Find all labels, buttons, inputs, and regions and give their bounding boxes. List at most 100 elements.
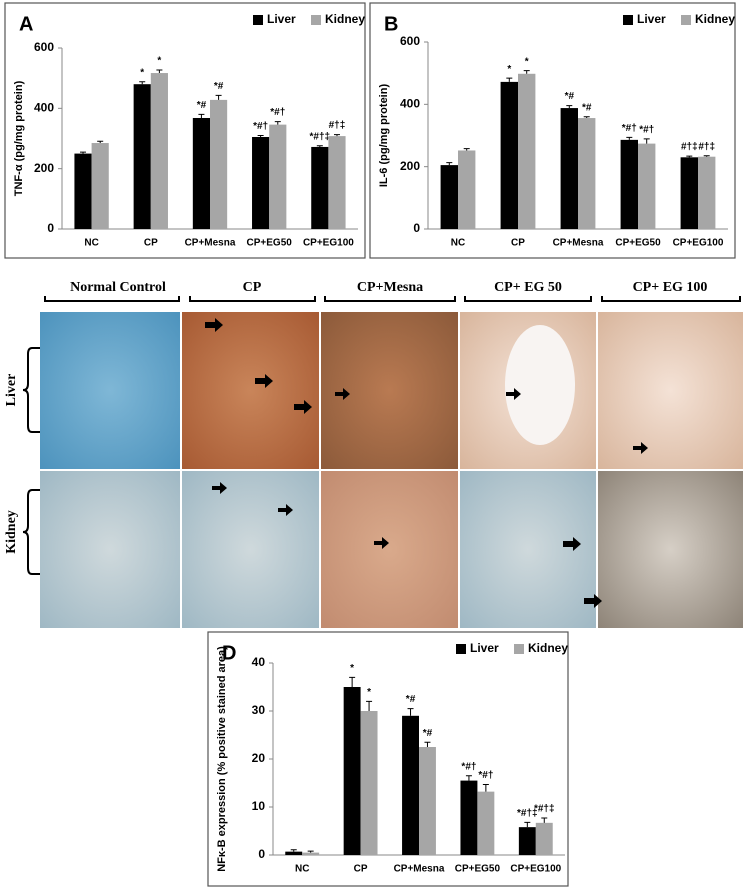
bar (535, 822, 553, 855)
significance-label: *#†‡ (517, 808, 538, 819)
significance-label: * (525, 56, 529, 67)
error-bar (703, 155, 710, 157)
error-bar (156, 69, 163, 74)
bar (252, 136, 270, 229)
significance-label: * (507, 64, 511, 75)
bar (440, 165, 458, 229)
bar (285, 851, 303, 855)
bar (698, 156, 716, 229)
significance-label: *#† (270, 107, 285, 118)
legend-label: Liver (267, 12, 296, 26)
significance-label: *#† (622, 123, 637, 134)
significance-label: #†‡ (681, 142, 698, 153)
y-tick-label: 40 (252, 655, 266, 669)
y-axis-label: IL-6 (pg/mg protein) (378, 84, 390, 188)
y-tick-label: 200 (34, 161, 54, 175)
error-bar (139, 81, 146, 85)
row-brace (22, 347, 40, 575)
x-tick-label: CP+EG50 (247, 238, 293, 249)
significance-label: *# (197, 100, 207, 111)
x-tick-label: CP (144, 238, 158, 249)
y-axis-label: TNF-α (pg/mg protein) (13, 80, 25, 196)
x-tick-label: NC (84, 238, 98, 249)
error-bar (407, 708, 414, 716)
bar (477, 791, 495, 855)
x-tick-label: CP+Mesna (553, 238, 604, 249)
x-tick-label: CP+EG50 (455, 864, 501, 875)
error-bar (524, 821, 531, 828)
significance-label: *#† (461, 761, 476, 772)
bar (518, 827, 536, 855)
bar (133, 84, 151, 229)
y-tick-label: 400 (34, 101, 54, 115)
micrograph (321, 312, 458, 469)
significance-label: #†‡ (329, 120, 346, 131)
x-tick-label: CP+EG100 (673, 238, 724, 249)
legend-swatch (253, 15, 263, 25)
legend-swatch (681, 15, 691, 25)
bar (518, 73, 536, 229)
error-bar (482, 783, 489, 792)
legend-swatch (456, 644, 466, 654)
x-tick-label: CP (354, 864, 368, 875)
micrograph (321, 471, 458, 628)
y-tick-label: 0 (413, 221, 420, 235)
error-bar (446, 162, 453, 166)
column-label: CP+ EG 100 (633, 280, 708, 295)
panel-label: A (19, 13, 33, 35)
y-tick-label: 200 (400, 159, 420, 173)
panel-label: B (384, 13, 398, 35)
micrograph (598, 471, 743, 628)
bar (360, 711, 378, 855)
bar (419, 747, 436, 855)
x-tick-label: CP+EG100 (510, 864, 561, 875)
y-tick-label: 0 (47, 221, 54, 235)
row-label: Kidney (4, 510, 19, 554)
micrograph (182, 471, 319, 628)
bar (402, 715, 419, 855)
bar (680, 157, 698, 229)
x-tick-label: CP (511, 238, 525, 249)
error-bar (198, 113, 205, 118)
panel-label: D (222, 642, 236, 664)
bar (210, 99, 228, 230)
y-tick-label: 600 (400, 34, 420, 48)
column-label: CP+Mesna (357, 280, 423, 295)
significance-label: #†‡ (698, 141, 715, 152)
y-tick-label: 20 (252, 751, 266, 765)
error-bar (541, 817, 548, 823)
x-tick-label: CP+Mesna (394, 864, 445, 875)
bar (192, 117, 210, 229)
significance-label: *# (565, 91, 575, 102)
error-bar (215, 94, 222, 100)
x-tick-label: NC (295, 864, 309, 875)
chart: A TNF-α (pg/mg protein) 0 200 400 600 NC CP * * CP… (4, 2, 366, 259)
legend-label: Liver (470, 641, 499, 655)
panel-frame (369, 2, 736, 259)
error-bar (274, 121, 281, 125)
significance-label: *#† (253, 121, 268, 132)
significance-label: *#† (639, 125, 654, 136)
bar (560, 108, 578, 229)
significance-label: *# (582, 102, 592, 113)
bar (302, 852, 320, 855)
bar (578, 118, 596, 229)
y-tick-label: 10 (252, 799, 266, 813)
error-bar (583, 116, 590, 119)
micrograph (40, 471, 180, 628)
significance-label: * (350, 663, 354, 674)
x-tick-label: CP+EG100 (303, 238, 354, 249)
significance-label: *#†‡ (310, 131, 331, 142)
x-tick-label: NC (451, 238, 465, 249)
error-bar (643, 138, 650, 144)
bar (500, 81, 518, 229)
micrograph-grid: Normal Control CP CP+Mesna CP+ EG 50 CP+… (4, 280, 743, 628)
column-label: CP (243, 280, 262, 295)
error-bar (257, 134, 264, 137)
panel-frame (207, 631, 569, 887)
error-bar (366, 700, 373, 711)
y-tick-label: 600 (34, 40, 54, 54)
error-bar (80, 151, 87, 154)
